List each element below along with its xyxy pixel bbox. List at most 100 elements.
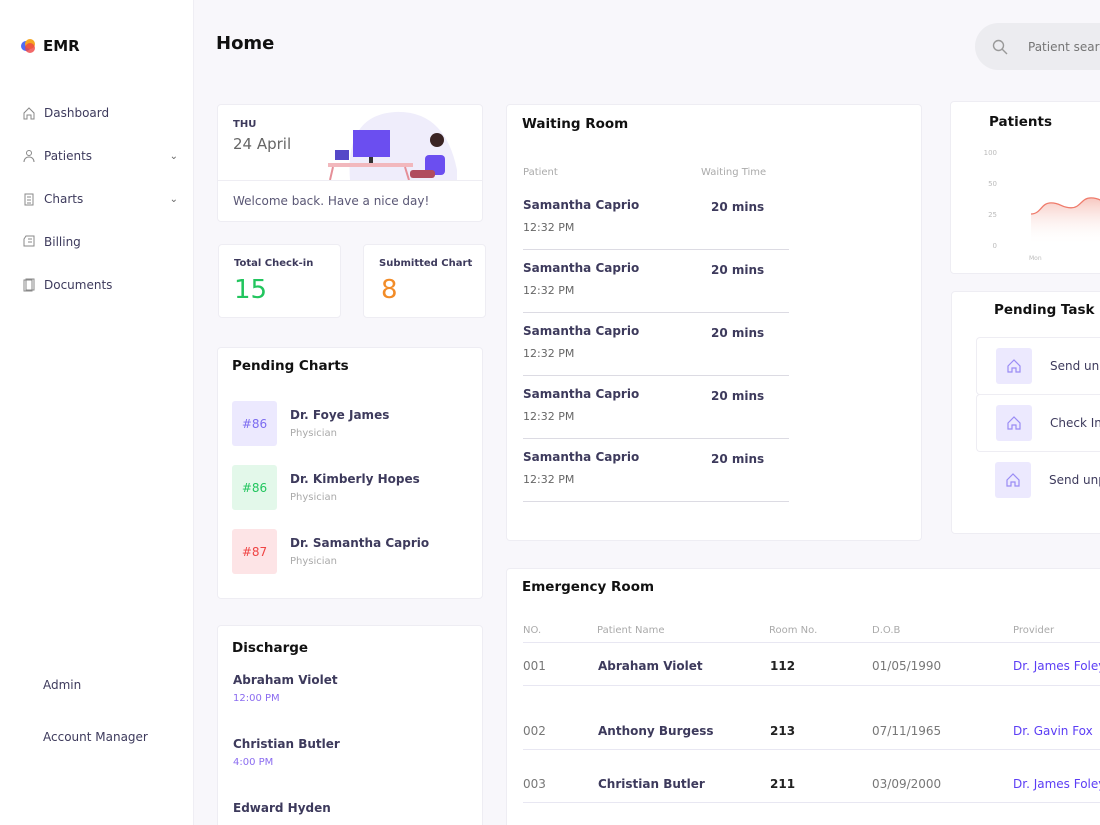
card-title: Emergency Room [522, 579, 655, 595]
home-icon [995, 462, 1031, 498]
check-in-time: 12:32 PM [523, 221, 575, 234]
user-icon [23, 150, 35, 163]
chevron-down-icon[interactable]: ⌄ [169, 193, 178, 205]
room-number: 112 [770, 659, 796, 673]
row-number: 001 [523, 659, 546, 673]
patient-name: Samantha Caprio [523, 450, 640, 464]
patient-name: Abraham Violet [233, 673, 338, 687]
app-name: EMR [43, 37, 80, 55]
check-in-time: 12:32 PM [523, 410, 575, 423]
waiting-room-row[interactable]: Samantha Caprio 12:32 PM 20 mins [523, 261, 789, 313]
welcome-message: Welcome back. Have a nice day! [233, 194, 430, 208]
sidebar-item-dashboard[interactable]: Dashboard [22, 106, 178, 120]
stat-label: Total Check-in [234, 258, 314, 269]
provider-link[interactable]: Dr. Gavin Fox [1013, 724, 1093, 738]
documents-icon [23, 278, 35, 292]
doctor-role: Physician [290, 556, 338, 567]
series-line [1030, 197, 1100, 215]
receipt-icon [23, 235, 35, 247]
sidebar-item-billing[interactable]: Billing [22, 235, 178, 249]
stat-value: 8 [381, 275, 398, 305]
pending-chart-item[interactable]: #86 Dr. Kimberly Hopes Physician [232, 465, 420, 510]
sidebar-item-admin[interactable]: Admin [43, 678, 82, 692]
x-tick-label: Mon [1029, 255, 1042, 262]
emergency-row[interactable]: 003 Christian Butler 211 03/09/2000 Dr. … [523, 750, 1100, 803]
pending-charts-card: Pending Charts #86 Dr. Foye James Physici… [217, 347, 483, 599]
sidebar-item-account-manager[interactable]: Account Manager [43, 730, 148, 744]
discharge-item[interactable]: Christian Butler 4:00 PM [233, 737, 340, 768]
card-title: Patients [989, 114, 1052, 130]
stat-total-check-in: Total Check-in 15 [218, 244, 341, 318]
date-of-birth: 07/11/1965 [872, 724, 942, 738]
sidebar-item-charts[interactable]: Charts ⌄ [22, 192, 178, 206]
patient-name: Christian Butler [233, 737, 340, 751]
pending-task-card: Pending Task Send unpaid Check In Send u… [951, 291, 1100, 534]
card-title: Waiting Room [522, 116, 629, 132]
patient-name: Samantha Caprio [523, 324, 640, 338]
task-label: Send unpaid [1049, 473, 1100, 487]
waiting-room-row[interactable]: Samantha Caprio 12:32 PM 20 mins [523, 198, 789, 250]
y-tick-label: 100 [984, 149, 997, 157]
pending-chart-item[interactable]: #86 Dr. Foye James Physician [232, 401, 389, 446]
sidebar-item-label: Dashboard [44, 106, 110, 120]
sidebar-item-documents[interactable]: Documents [22, 278, 178, 292]
date-of-birth: 03/09/2000 [872, 777, 942, 791]
column-header: D.O.B [872, 625, 901, 636]
workspace-illustration [328, 111, 457, 180]
row-number: 002 [523, 724, 546, 738]
chart-id-badge: #87 [232, 529, 277, 574]
day-label: THU [233, 119, 257, 130]
logo[interactable]: EMR [21, 37, 80, 55]
task-label: Check In [1050, 416, 1100, 430]
task-label: Send unpaid [1050, 359, 1100, 373]
date-label: 24 April [233, 135, 292, 153]
sidebar-item-label: Documents [44, 278, 113, 292]
patient-name: Edward Hyden [233, 801, 331, 815]
sidebar-item-label: Billing [44, 235, 81, 249]
sidebar: EMR Dashboard Patients ⌄ Charts ⌄ Billin… [0, 0, 194, 825]
emergency-row[interactable]: 001 Abraham Violet 112 01/05/1990 Dr. Ja… [523, 644, 1100, 686]
row-number: 003 [523, 777, 546, 791]
y-tick-label: 25 [988, 211, 997, 219]
patient-name: Samantha Caprio [523, 261, 640, 275]
pending-chart-item[interactable]: #87 Dr. Samantha Caprio Physician [232, 529, 429, 574]
discharge-item[interactable]: Abraham Violet 12:00 PM [233, 673, 338, 704]
series-area [1031, 197, 1100, 245]
column-header: Provider [1013, 625, 1055, 636]
waiting-room-row[interactable]: Samantha Caprio 12:32 PM 20 mins [523, 450, 789, 502]
patients-chart-card: Patients 10050250MonTue [950, 101, 1100, 274]
search-input[interactable] [1028, 39, 1100, 54]
patient-name: Samantha Caprio [523, 198, 640, 212]
discharge-card: Discharge Abraham Violet 12:00 PM Christ… [217, 625, 483, 825]
discharge-time: 12:00 PM [233, 693, 280, 704]
chevron-down-icon[interactable]: ⌄ [169, 150, 178, 162]
doctor-name: Dr. Samantha Caprio [290, 536, 430, 550]
emergency-row[interactable]: 002 Anthony Burgess 213 07/11/1965 Dr. G… [523, 697, 1100, 750]
discharge-item[interactable]: Edward Hyden [233, 801, 331, 815]
waiting-time: 20 mins [711, 326, 765, 340]
pending-task-item[interactable]: Send unpaid [976, 451, 1100, 509]
pending-task-item[interactable]: Check In [976, 394, 1100, 452]
waiting-room-row[interactable]: Samantha Caprio 12:32 PM 20 mins [523, 324, 789, 376]
check-in-time: 12:32 PM [523, 347, 575, 360]
logo-icon [21, 39, 35, 53]
sidebar-item-label: Charts [44, 192, 84, 206]
sidebar-item-label: Patients [44, 149, 93, 163]
waiting-room-row[interactable]: Samantha Caprio 12:32 PM 20 mins [523, 387, 789, 439]
search-icon [992, 39, 1008, 54]
sidebar-item-patients[interactable]: Patients ⌄ [22, 149, 178, 163]
y-tick-label: 0 [993, 242, 997, 250]
pending-task-item[interactable]: Send unpaid [976, 337, 1100, 395]
provider-link[interactable]: Dr. James Foley [1013, 659, 1100, 673]
chart-id-badge: #86 [232, 465, 277, 510]
patient-search[interactable] [975, 23, 1100, 70]
welcome-card: THU 24 April Welcome back. Have a nice d… [217, 104, 483, 222]
chart-id-badge: #86 [232, 401, 277, 446]
check-in-time: 12:32 PM [523, 473, 575, 486]
column-header: Patient Name [597, 625, 665, 636]
patient-name: Samantha Caprio [523, 387, 640, 401]
room-number: 211 [770, 777, 796, 791]
provider-link[interactable]: Dr. James Foley [1013, 777, 1100, 791]
home-icon [996, 405, 1032, 441]
waiting-time: 20 mins [711, 263, 765, 277]
